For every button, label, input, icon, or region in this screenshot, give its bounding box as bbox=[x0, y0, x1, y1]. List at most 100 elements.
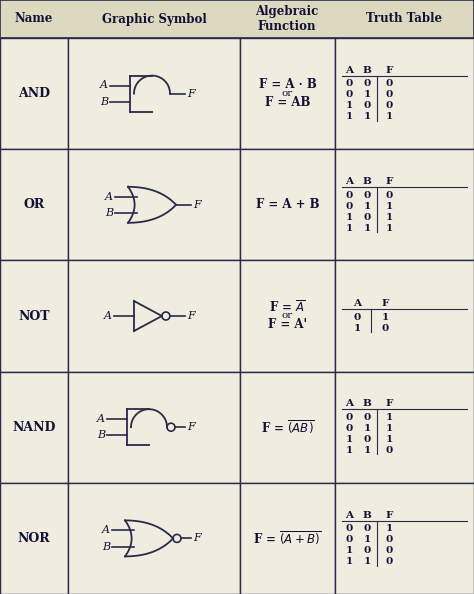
Text: 0: 0 bbox=[385, 90, 392, 99]
Text: F = $\overline{(AB)}$: F = $\overline{(AB)}$ bbox=[261, 418, 314, 436]
Text: 0: 0 bbox=[385, 102, 392, 110]
Text: NOR: NOR bbox=[18, 532, 50, 545]
Text: A: A bbox=[97, 414, 105, 424]
Text: 1: 1 bbox=[364, 557, 371, 566]
Text: 1: 1 bbox=[385, 112, 392, 121]
Text: 1: 1 bbox=[364, 424, 371, 433]
Text: 1: 1 bbox=[364, 112, 371, 121]
Text: AND: AND bbox=[18, 87, 50, 100]
Text: 1: 1 bbox=[346, 102, 353, 110]
Text: F: F bbox=[385, 177, 392, 186]
Text: 0: 0 bbox=[364, 546, 371, 555]
Text: 1: 1 bbox=[364, 201, 371, 210]
Text: 1: 1 bbox=[385, 524, 392, 533]
Text: F: F bbox=[193, 200, 201, 210]
Bar bbox=[240, 483, 335, 594]
Bar bbox=[335, 149, 474, 260]
Text: 0: 0 bbox=[385, 446, 392, 455]
Text: 1: 1 bbox=[346, 557, 353, 566]
Text: or: or bbox=[282, 89, 293, 98]
Text: 1: 1 bbox=[346, 112, 353, 121]
Text: NAND: NAND bbox=[12, 421, 55, 434]
Text: 0: 0 bbox=[346, 80, 353, 89]
Text: 0: 0 bbox=[382, 324, 389, 333]
Bar bbox=[0, 372, 68, 483]
Text: 0: 0 bbox=[346, 524, 353, 533]
Text: F: F bbox=[187, 89, 195, 99]
Text: B: B bbox=[105, 208, 113, 218]
Text: 0: 0 bbox=[346, 535, 353, 544]
Text: OR: OR bbox=[23, 198, 45, 211]
Text: B: B bbox=[100, 97, 108, 107]
Text: 0: 0 bbox=[346, 413, 353, 422]
Text: 1: 1 bbox=[385, 424, 392, 433]
Bar bbox=[240, 260, 335, 372]
Bar bbox=[0, 483, 68, 594]
Text: 1: 1 bbox=[346, 435, 353, 444]
Bar bbox=[240, 38, 335, 149]
Text: 1: 1 bbox=[364, 535, 371, 544]
Text: F = $\overline{(A + B)}$: F = $\overline{(A + B)}$ bbox=[254, 530, 321, 547]
Text: 1: 1 bbox=[385, 435, 392, 444]
Text: 0: 0 bbox=[364, 435, 371, 444]
Bar bbox=[0, 149, 68, 260]
Bar bbox=[68, 149, 240, 260]
Text: 1: 1 bbox=[346, 213, 353, 222]
Text: 0: 0 bbox=[346, 424, 353, 433]
Text: F: F bbox=[193, 533, 201, 544]
Bar bbox=[335, 483, 474, 594]
Text: 1: 1 bbox=[385, 201, 392, 210]
Text: 0: 0 bbox=[385, 557, 392, 566]
Text: 1: 1 bbox=[385, 223, 392, 232]
Bar bbox=[335, 372, 474, 483]
Text: A: A bbox=[345, 511, 353, 520]
Bar bbox=[0, 260, 68, 372]
Text: Algebraic
Function: Algebraic Function bbox=[255, 5, 319, 33]
Bar bbox=[240, 149, 335, 260]
Text: F = $\overline{A}$: F = $\overline{A}$ bbox=[269, 299, 306, 315]
Text: A: A bbox=[345, 66, 353, 75]
Text: 1: 1 bbox=[385, 213, 392, 222]
Text: F = A + B: F = A + B bbox=[256, 198, 319, 211]
Text: 0: 0 bbox=[364, 213, 371, 222]
Text: 1: 1 bbox=[346, 446, 353, 455]
Text: 0: 0 bbox=[364, 191, 371, 200]
Text: B: B bbox=[97, 430, 105, 440]
Bar bbox=[68, 38, 240, 149]
Text: F = A · B: F = A · B bbox=[259, 78, 316, 91]
Text: 1: 1 bbox=[346, 223, 353, 232]
Text: 0: 0 bbox=[346, 191, 353, 200]
Text: A: A bbox=[345, 177, 353, 186]
Text: A: A bbox=[100, 81, 108, 90]
Text: 1: 1 bbox=[346, 546, 353, 555]
Text: 0: 0 bbox=[385, 535, 392, 544]
Text: Graphic Symbol: Graphic Symbol bbox=[101, 12, 206, 26]
Text: 1: 1 bbox=[364, 223, 371, 232]
Text: 0: 0 bbox=[364, 524, 371, 533]
Text: F = A': F = A' bbox=[268, 318, 307, 331]
Text: 0: 0 bbox=[385, 80, 392, 89]
Text: F: F bbox=[187, 311, 195, 321]
Text: 1: 1 bbox=[382, 313, 389, 322]
Text: 0: 0 bbox=[385, 191, 392, 200]
Text: B: B bbox=[363, 66, 372, 75]
Text: 0: 0 bbox=[364, 80, 371, 89]
Text: A: A bbox=[345, 399, 353, 409]
Text: NOT: NOT bbox=[18, 309, 50, 323]
Text: B: B bbox=[363, 177, 372, 186]
Text: 0: 0 bbox=[364, 102, 371, 110]
Bar bbox=[335, 260, 474, 372]
Text: A: A bbox=[105, 192, 113, 202]
Text: F: F bbox=[187, 422, 195, 432]
Bar bbox=[68, 372, 240, 483]
Text: F: F bbox=[381, 299, 389, 308]
Text: 0: 0 bbox=[346, 201, 353, 210]
Text: A: A bbox=[353, 299, 361, 308]
Text: B: B bbox=[102, 542, 110, 551]
Text: F: F bbox=[385, 399, 392, 409]
Bar bbox=[0, 38, 68, 149]
Text: F = AB: F = AB bbox=[265, 96, 310, 109]
Text: or: or bbox=[282, 311, 293, 321]
Bar bbox=[0, 0, 474, 38]
Text: 1: 1 bbox=[364, 90, 371, 99]
